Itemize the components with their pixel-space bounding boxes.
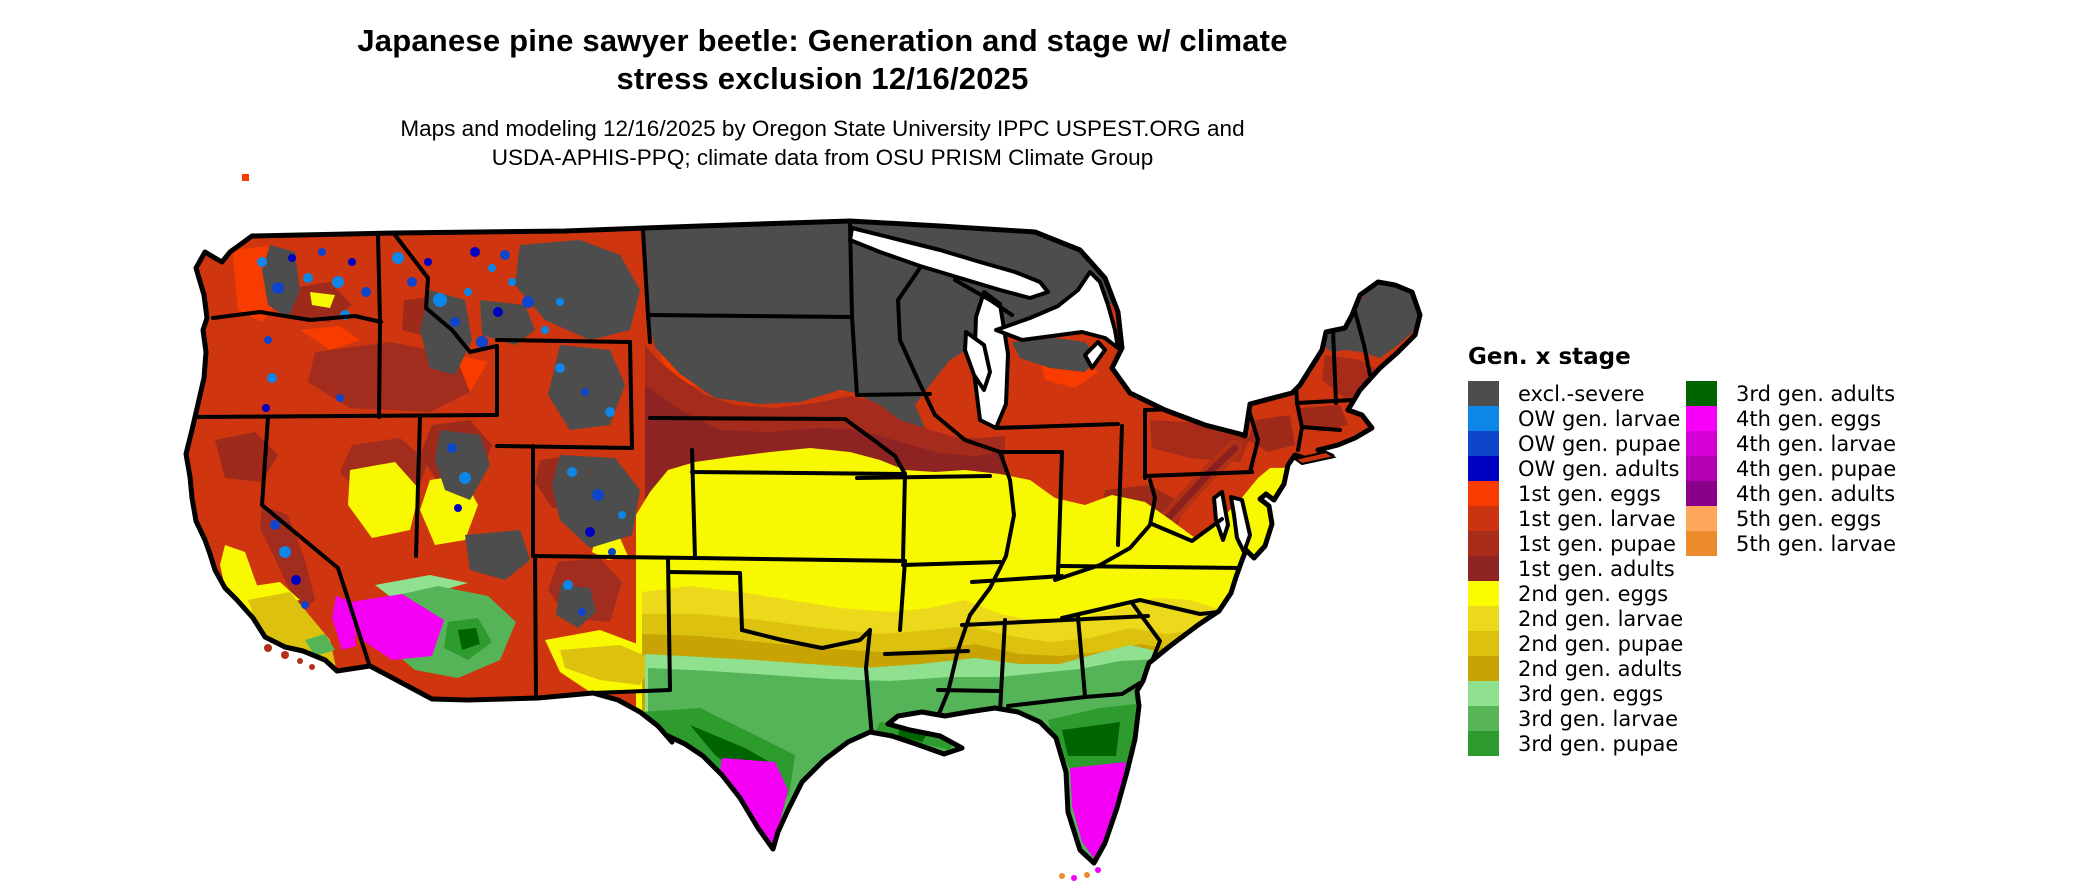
legend-item: 1st gen. larvae (1468, 506, 1683, 531)
legend-item: 1st gen. adults (1468, 556, 1683, 581)
map-title-line1: Japanese pine sawyer beetle: Generation … (357, 23, 1288, 58)
legend-swatch (1686, 481, 1717, 506)
legend-item: 3rd gen. pupae (1468, 731, 1683, 756)
legend-swatch (1468, 431, 1499, 456)
legend-item: 2nd gen. larvae (1468, 606, 1683, 631)
legend-swatch (1468, 456, 1499, 481)
map-subtitle-line1: Maps and modeling 12/16/2025 by Oregon S… (400, 116, 1245, 141)
legend-label: 3rd gen. eggs (1518, 681, 1664, 706)
legend-item: 3rd gen. adults (1686, 381, 1896, 406)
legend-item: 3rd gen. larvae (1468, 706, 1683, 731)
legend-item: 5th gen. larvae (1686, 531, 1896, 556)
legend-label: excl.-severe (1518, 381, 1645, 406)
legend-item: OW gen. pupae (1468, 431, 1683, 456)
legend-item: 4th gen. adults (1686, 481, 1896, 506)
legend-label: 2nd gen. larvae (1518, 606, 1684, 631)
legend-label: 4th gen. larvae (1736, 431, 1897, 456)
map-extras (242, 174, 1337, 881)
legend-column-1: excl.-severe OW gen. larvae OW gen. pupae O… (1468, 381, 1683, 756)
us-outline (183, 218, 1423, 866)
legend-swatch (1468, 381, 1499, 406)
legend-item: 4th gen. larvae (1686, 431, 1896, 456)
legend-item: OW gen. adults (1468, 456, 1683, 481)
legend-swatch (1468, 606, 1499, 631)
legend-label: 2nd gen. pupae (1518, 631, 1684, 656)
legend-label: 3rd gen. adults (1736, 381, 1896, 406)
legend-swatch (1686, 431, 1717, 456)
legend-item: 1st gen. eggs (1468, 481, 1683, 506)
legend-swatch (1686, 381, 1717, 406)
legend-label: 3rd gen. pupae (1518, 731, 1679, 756)
legend-label: OW gen. adults (1518, 456, 1680, 481)
legend-label: OW gen. larvae (1518, 406, 1681, 431)
legend-swatch (1686, 506, 1717, 531)
legend-swatch (1468, 531, 1499, 556)
legend-item: 4th gen. pupae (1686, 456, 1896, 481)
map-title-line2: stress exclusion 12/16/2025 (616, 61, 1029, 96)
legend-label: 4th gen. pupae (1736, 456, 1897, 481)
legend-label: 1st gen. larvae (1518, 506, 1676, 531)
map-subtitle-line2: USDA-APHIS-PPQ; climate data from OSU PR… (491, 145, 1154, 170)
header: Japanese pine sawyer beetle: Generation … (0, 22, 1645, 172)
legend-swatch (1468, 706, 1499, 731)
legend-item: 5th gen. eggs (1686, 506, 1896, 531)
legend-item: 3rd gen. eggs (1468, 681, 1683, 706)
legend-item: 2nd gen. pupae (1468, 631, 1683, 656)
legend-swatch (1468, 481, 1499, 506)
legend-swatch (1686, 456, 1717, 481)
legend-swatch (1686, 406, 1717, 431)
legend-label: 1st gen. eggs (1518, 481, 1661, 506)
legend-label: 2nd gen. adults (1518, 656, 1683, 681)
legend-swatch (1468, 656, 1499, 681)
legend-label: 3rd gen. larvae (1518, 706, 1679, 731)
legend-column-2: 3rd gen. adults 4th gen. eggs 4th gen. lar… (1686, 381, 1896, 556)
legend-label: 1st gen. pupae (1518, 531, 1676, 556)
legend-label: 4th gen. adults (1736, 481, 1896, 506)
legend-label: 2nd gen. eggs (1518, 581, 1669, 606)
legend-item: 1st gen. pupae (1468, 531, 1683, 556)
legend-item: 4th gen. eggs (1686, 406, 1896, 431)
legend-item: 2nd gen. adults (1468, 656, 1683, 681)
legend-item: excl.-severe (1468, 381, 1683, 406)
legend-swatch (1468, 406, 1499, 431)
legend-swatch (1468, 681, 1499, 706)
legend-label: 5th gen. eggs (1736, 506, 1882, 531)
legend-title: Gen. x stage (1468, 344, 1631, 370)
map-subtitle: Maps and modeling 12/16/2025 by Oregon S… (0, 114, 1645, 172)
legend-label: 4th gen. eggs (1736, 406, 1882, 431)
legend-swatch (1468, 631, 1499, 656)
legend-label: 5th gen. larvae (1736, 531, 1897, 556)
map-region-magenta (332, 594, 1126, 860)
legend-swatch (1468, 581, 1499, 606)
legend: Gen. x stage excl.-severe OW gen. larvae O… (1468, 344, 1896, 756)
legend-label: 1st gen. adults (1518, 556, 1675, 581)
legend-item: OW gen. larvae (1468, 406, 1683, 431)
legend-swatch (1468, 556, 1499, 581)
legend-swatch (1468, 731, 1499, 756)
great-lakes (848, 226, 1252, 554)
legend-swatch (1468, 506, 1499, 531)
state-borders (188, 222, 1372, 739)
map-title: Japanese pine sawyer beetle: Generation … (0, 22, 1645, 98)
legend-label: OW gen. pupae (1518, 431, 1681, 456)
legend-swatch (1686, 531, 1717, 556)
legend-item: 2nd gen. eggs (1468, 581, 1683, 606)
